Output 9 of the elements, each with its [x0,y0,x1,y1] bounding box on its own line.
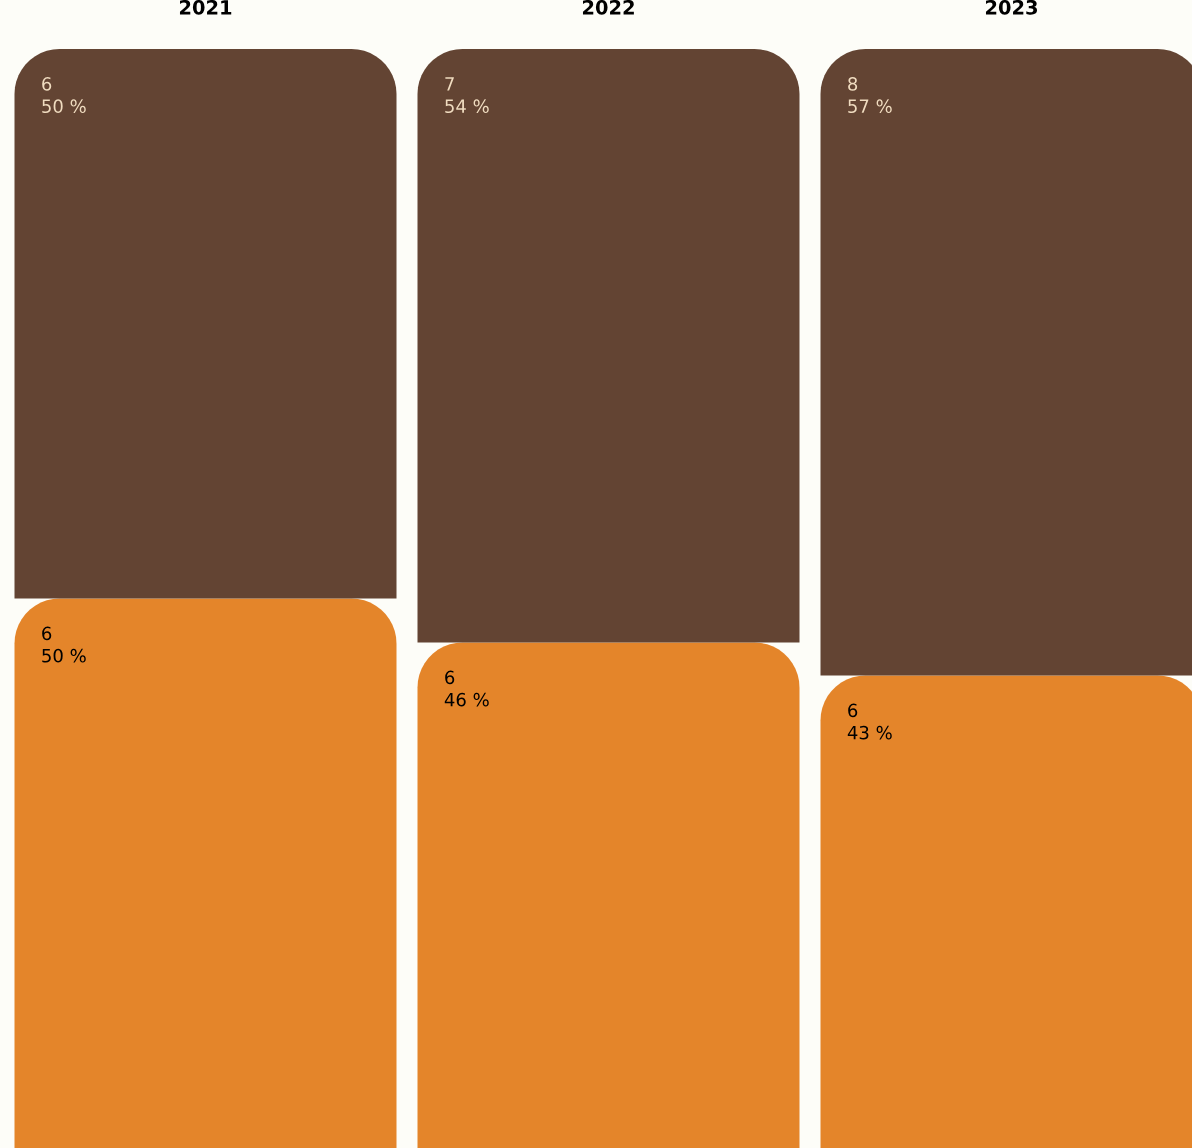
data-label: 6 50 % [42,626,86,663]
x-tick-label: 2022 [582,0,634,15]
data-label: 8 57 % [848,77,892,114]
data-label: 6 43 % [847,703,892,740]
x-tick-label: 2023 [985,0,1038,15]
data-label: 7 54 % [445,77,489,114]
x-tick-label: 2021 [179,0,232,15]
data-label: 6 46 % [444,670,489,707]
data-label: 6 50 % [42,77,86,114]
